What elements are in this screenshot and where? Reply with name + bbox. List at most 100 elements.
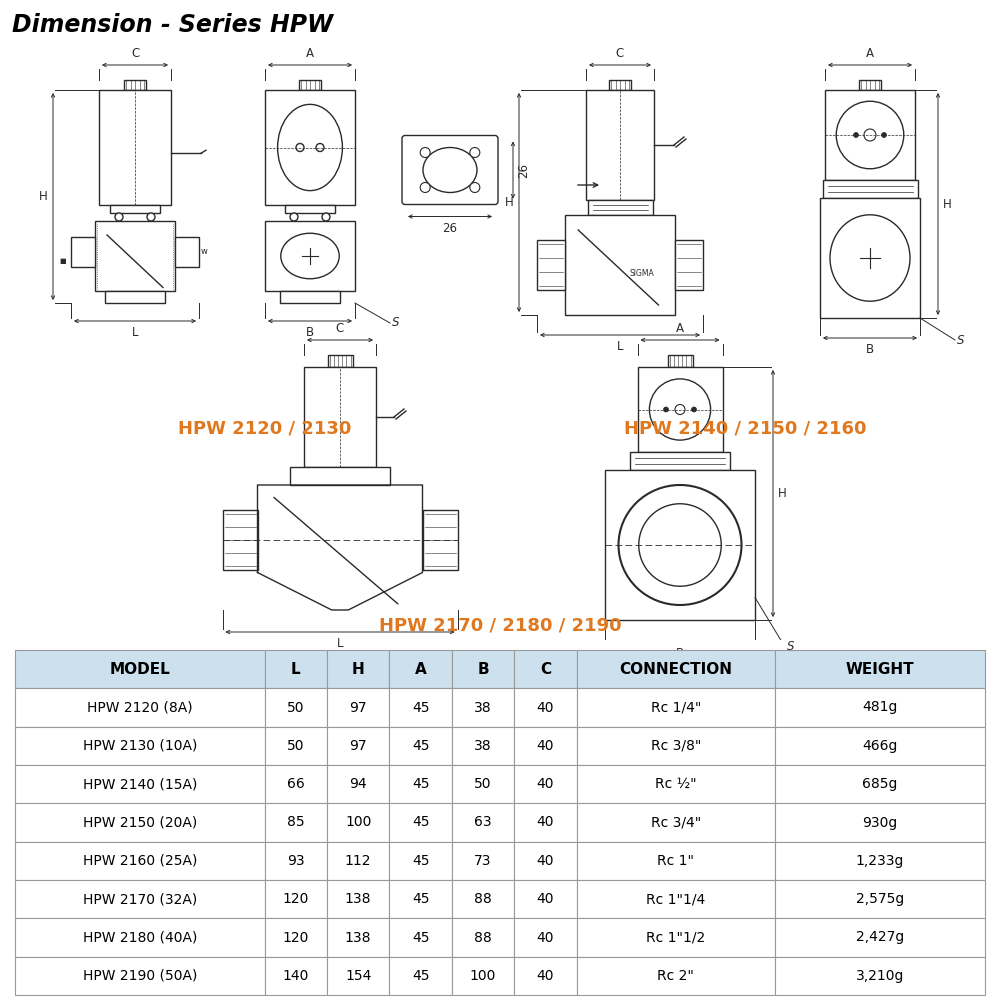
- Bar: [265, 727, 327, 765]
- Text: 38: 38: [474, 700, 492, 714]
- Circle shape: [115, 213, 123, 221]
- Bar: [775, 727, 985, 765]
- Ellipse shape: [281, 233, 339, 279]
- Bar: [265, 957, 327, 995]
- Text: 63: 63: [474, 816, 492, 830]
- Text: 120: 120: [283, 930, 309, 944]
- Bar: [15, 765, 265, 803]
- Text: 466g: 466g: [862, 739, 898, 753]
- Text: C: C: [540, 662, 551, 677]
- Bar: [328, 355, 352, 367]
- Bar: [110, 205, 160, 213]
- Bar: [577, 957, 775, 995]
- Bar: [577, 727, 775, 765]
- Bar: [565, 215, 675, 315]
- Bar: [15, 957, 265, 995]
- Text: w: w: [201, 247, 208, 256]
- Text: 45: 45: [412, 969, 429, 983]
- Text: B: B: [477, 662, 489, 677]
- Bar: [99, 90, 171, 205]
- Text: 26: 26: [442, 222, 458, 234]
- Text: 50: 50: [287, 700, 305, 714]
- Text: 2,575g: 2,575g: [856, 892, 904, 906]
- Text: S: S: [392, 316, 400, 330]
- Circle shape: [290, 213, 298, 221]
- Text: HPW 2170 / 2180 / 2190: HPW 2170 / 2180 / 2190: [379, 616, 621, 634]
- Text: WEIGHT: WEIGHT: [846, 662, 914, 677]
- Text: ■: ■: [59, 258, 66, 264]
- Circle shape: [664, 407, 668, 412]
- Circle shape: [420, 183, 430, 193]
- Text: L: L: [337, 637, 343, 650]
- Bar: [389, 803, 452, 842]
- Ellipse shape: [618, 485, 742, 605]
- Bar: [638, 367, 722, 452]
- Text: Rc ½": Rc ½": [655, 777, 697, 791]
- Circle shape: [420, 147, 430, 157]
- Ellipse shape: [278, 104, 342, 191]
- Bar: [514, 650, 577, 688]
- Circle shape: [692, 407, 696, 412]
- Ellipse shape: [423, 147, 477, 192]
- Circle shape: [470, 147, 480, 157]
- Bar: [389, 957, 452, 995]
- Bar: [389, 727, 452, 765]
- Text: 40: 40: [537, 969, 554, 983]
- Bar: [265, 221, 355, 291]
- Text: 2,427g: 2,427g: [856, 930, 904, 944]
- Bar: [389, 688, 452, 727]
- Text: HPW 2120 (8A): HPW 2120 (8A): [87, 700, 193, 714]
- Text: HPW 2190 (50A): HPW 2190 (50A): [83, 969, 197, 983]
- Text: H: H: [943, 198, 952, 211]
- Bar: [452, 688, 514, 727]
- Bar: [389, 880, 452, 918]
- Bar: [577, 918, 775, 957]
- Text: Rc 3/8": Rc 3/8": [651, 739, 701, 753]
- Text: S: S: [957, 334, 964, 347]
- Text: 40: 40: [537, 892, 554, 906]
- Bar: [15, 803, 265, 842]
- Bar: [514, 688, 577, 727]
- Bar: [452, 842, 514, 880]
- Text: Rc 1"1/4: Rc 1"1/4: [646, 892, 705, 906]
- Text: H: H: [352, 662, 365, 677]
- Text: 45: 45: [412, 854, 429, 868]
- Bar: [577, 842, 775, 880]
- Bar: [15, 880, 265, 918]
- Bar: [327, 688, 389, 727]
- Text: 94: 94: [349, 777, 367, 791]
- Text: 138: 138: [345, 892, 371, 906]
- Bar: [280, 291, 340, 303]
- Bar: [452, 918, 514, 957]
- Bar: [124, 80, 146, 90]
- Bar: [15, 842, 265, 880]
- Text: C: C: [616, 47, 624, 60]
- Bar: [15, 918, 265, 957]
- Bar: [95, 221, 175, 291]
- Text: 45: 45: [412, 816, 429, 830]
- Bar: [452, 880, 514, 918]
- Bar: [265, 765, 327, 803]
- Text: 40: 40: [537, 739, 554, 753]
- Text: HPW 2130 (10A): HPW 2130 (10A): [83, 739, 197, 753]
- Text: A: A: [415, 662, 426, 677]
- Ellipse shape: [830, 215, 910, 301]
- Bar: [422, 510, 458, 570]
- Bar: [222, 510, 258, 570]
- Text: A: A: [866, 47, 874, 60]
- Circle shape: [470, 183, 480, 193]
- Text: 97: 97: [349, 739, 367, 753]
- Bar: [822, 180, 918, 198]
- Circle shape: [864, 129, 876, 141]
- Bar: [265, 650, 327, 688]
- Bar: [285, 205, 335, 213]
- Bar: [299, 80, 321, 90]
- Bar: [514, 765, 577, 803]
- Bar: [327, 880, 389, 918]
- Bar: [327, 727, 389, 765]
- Bar: [452, 650, 514, 688]
- Bar: [265, 842, 327, 880]
- Text: 40: 40: [537, 854, 554, 868]
- Text: HPW 2160 (25A): HPW 2160 (25A): [83, 854, 197, 868]
- Text: H: H: [778, 487, 787, 500]
